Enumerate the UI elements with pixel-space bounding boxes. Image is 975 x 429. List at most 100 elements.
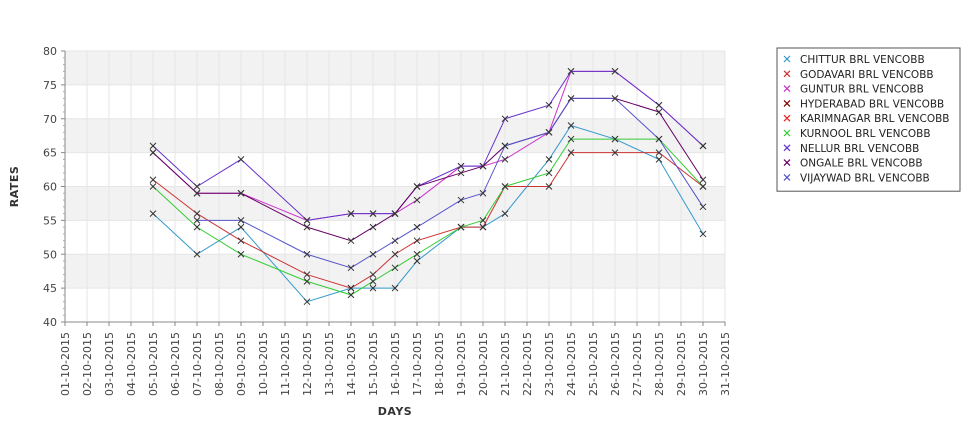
data-point (303, 277, 311, 285)
y-axis-title: RATES (8, 166, 21, 208)
x-tick-label: 14-10-2015 (345, 332, 358, 396)
data-point (567, 95, 575, 102)
x-tick-label: 15-10-2015 (367, 332, 380, 396)
legend-item: GUNTUR BRL VENCOBB (783, 84, 924, 96)
data-point (567, 122, 575, 129)
data-point (149, 142, 157, 150)
data-point (413, 257, 421, 265)
data-point (545, 101, 553, 109)
data-point (391, 250, 399, 258)
series-line (152, 124, 704, 303)
data-point (413, 237, 421, 245)
data-point (237, 223, 245, 231)
data-point (303, 271, 311, 278)
series-line (152, 152, 704, 289)
data-point (413, 223, 421, 231)
data-point (149, 210, 157, 217)
legend-marker (783, 85, 791, 93)
x-tick-label: 28-10-2015 (653, 332, 666, 396)
x-axis-ticks: 01-10-2015 02-10-2015 03-10-2015 04-10-2015… (59, 322, 732, 396)
legend-item: ONGALE BRL VENCOBB (783, 158, 923, 170)
legend-item: HYDERABAD BRL VENCOBB (783, 98, 944, 110)
data-point (479, 217, 487, 224)
legend-label: GODAVARI BRL VENCOBB (800, 69, 934, 81)
data-point (193, 250, 201, 258)
data-point (611, 149, 619, 156)
x-tick-label: 03-10-2015 (103, 332, 116, 396)
data-point (501, 156, 509, 163)
x-tick-label: 12-10-2015 (301, 332, 314, 396)
data-point (501, 115, 509, 123)
legend-item: VIJAYWAD BRL VENCOBB (783, 172, 930, 184)
x-tick-label: 29-10-2015 (675, 332, 688, 396)
x-tick-label: 23-10-2015 (543, 332, 556, 396)
x-tick-label: 05-10-2015 (147, 332, 160, 396)
data-point (699, 142, 707, 150)
data-point (193, 223, 201, 231)
data-point (479, 189, 487, 197)
y-tick-label: 50 (43, 248, 57, 261)
data-point (611, 95, 619, 102)
legend-marker (783, 144, 791, 152)
data-point (347, 291, 355, 299)
legend-label: GUNTUR BRL VENCOBB (800, 84, 924, 96)
data-point (699, 203, 707, 211)
x-tick-label: 24-10-2015 (565, 332, 578, 396)
data-point (545, 183, 553, 190)
data-point (501, 210, 509, 217)
data-point (391, 210, 399, 217)
data-point (545, 169, 553, 177)
data-point (457, 162, 465, 170)
y-tick-label: 40 (43, 316, 57, 329)
data-point (501, 142, 509, 150)
y-tick-label: 80 (43, 45, 57, 58)
legend-label: VIJAYWAD BRL VENCOBB (800, 172, 930, 184)
data-point (237, 189, 245, 197)
data-point (369, 277, 377, 285)
legend-label: CHITTUR BRL VENCOBB (800, 54, 925, 66)
data-point (699, 176, 707, 184)
data-point (655, 156, 663, 163)
data-point (369, 284, 377, 292)
data-point (501, 183, 509, 190)
data-point (545, 156, 553, 163)
legend-label: HYDERABAD BRL VENCOBB (800, 98, 944, 110)
legend-item: GODAVARI BRL VENCOBB (783, 69, 934, 81)
legend-item: NELLUR BRL VENCOBB (783, 143, 919, 155)
data-point (347, 264, 355, 272)
data-point (655, 149, 663, 156)
legend-marker (783, 173, 791, 181)
x-tick-label: 17-10-2015 (411, 332, 424, 396)
data-point (699, 230, 707, 238)
y-tick-label: 75 (43, 79, 57, 92)
data-point (391, 284, 399, 292)
data-point (193, 189, 201, 197)
data-point (347, 210, 355, 217)
legend: CHITTUR BRL VENCOBB GODAVARI BRL VENCOBB G… (776, 47, 961, 192)
legend-item: CHITTUR BRL VENCOBB (783, 54, 925, 66)
data-point (193, 210, 201, 217)
data-point (567, 149, 575, 156)
data-point (611, 135, 619, 143)
legend-label: KARIMNAGAR BRL VENCOBB (800, 113, 950, 125)
data-point (413, 183, 421, 190)
series-line (152, 70, 704, 221)
data-point (369, 210, 377, 217)
series (149, 135, 707, 299)
x-axis-title: DAYS (378, 405, 412, 418)
x-tick-label: 18-10-2015 (433, 332, 446, 396)
x-tick-label: 30-10-2015 (697, 332, 710, 396)
x-tick-label: 27-10-2015 (631, 332, 644, 396)
data-point (303, 298, 311, 306)
data-point (237, 250, 245, 258)
x-tick-label: 08-10-2015 (213, 332, 226, 396)
y-tick-label: 65 (43, 147, 57, 160)
legend-marker (783, 159, 791, 167)
legend-label: NELLUR BRL VENCOBB (800, 143, 919, 155)
data-point (545, 128, 553, 136)
data-point (655, 101, 663, 109)
x-tick-label: 06-10-2015 (169, 332, 182, 396)
data-point (699, 183, 707, 190)
data-point (149, 176, 157, 184)
data-point (237, 156, 245, 163)
